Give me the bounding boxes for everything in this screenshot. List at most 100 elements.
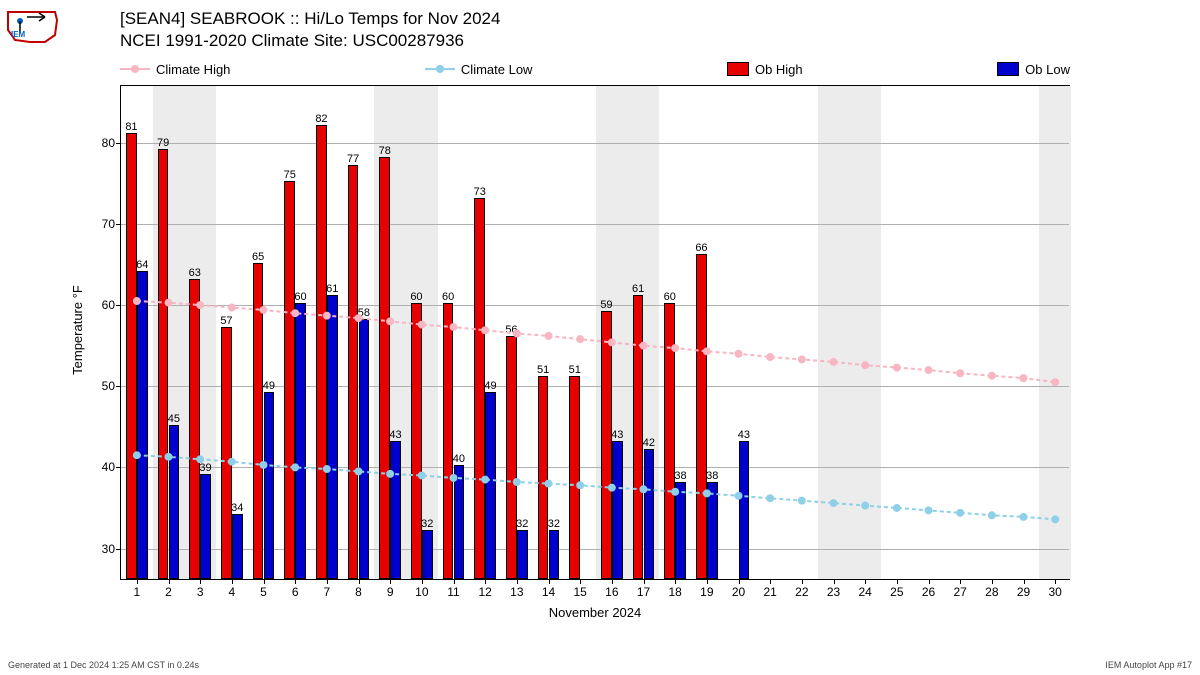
ob-high-bar bbox=[253, 263, 264, 579]
ob-high-bar bbox=[126, 133, 137, 579]
xtick-label: 29 bbox=[1017, 585, 1030, 599]
ob-low-label: 32 bbox=[548, 518, 560, 530]
legend-label: Ob High bbox=[755, 62, 803, 77]
ob-high-bar bbox=[696, 254, 707, 579]
xtick-label: 14 bbox=[542, 585, 555, 599]
xtick-mark bbox=[897, 579, 898, 584]
xtick-label: 26 bbox=[922, 585, 935, 599]
ytick-label: 30 bbox=[102, 542, 115, 556]
xtick-mark bbox=[359, 579, 360, 584]
ob-low-label: 58 bbox=[358, 307, 370, 319]
ob-low-label: 49 bbox=[484, 380, 496, 392]
xtick-label: 11 bbox=[447, 585, 459, 599]
xtick-label: 19 bbox=[700, 585, 713, 599]
ob-high-bar bbox=[348, 165, 359, 579]
legend-climate-low: Climate Low bbox=[425, 62, 533, 77]
legend-climate-high: Climate High bbox=[120, 62, 230, 77]
xtick-mark bbox=[707, 579, 708, 584]
ob-low-bar bbox=[707, 482, 718, 579]
xtick-mark bbox=[802, 579, 803, 584]
xtick-mark bbox=[264, 579, 265, 584]
ob-low-label: 49 bbox=[263, 380, 275, 392]
ob-low-label: 43 bbox=[738, 429, 750, 441]
xtick-mark bbox=[580, 579, 581, 584]
ob-high-label: 73 bbox=[474, 186, 486, 198]
ob-high-label: 61 bbox=[632, 283, 644, 295]
ob-low-label: 42 bbox=[643, 437, 655, 449]
xtick-label: 12 bbox=[478, 585, 491, 599]
ytick-label: 50 bbox=[102, 379, 115, 393]
y-axis-label: Temperature °F bbox=[70, 285, 85, 375]
xtick-mark bbox=[612, 579, 613, 584]
xtick-label: 24 bbox=[858, 585, 871, 599]
ob-high-label: 75 bbox=[284, 169, 296, 181]
xtick-label: 3 bbox=[197, 585, 204, 599]
xtick-mark bbox=[739, 579, 740, 584]
xtick-label: 28 bbox=[985, 585, 998, 599]
chart-titles: [SEAN4] SEABROOK :: Hi/Lo Temps for Nov … bbox=[120, 8, 500, 52]
ob-high-label: 56 bbox=[505, 324, 517, 336]
ob-high-bar bbox=[284, 181, 295, 579]
title-line-2: NCEI 1991-2020 Climate Site: USC00287936 bbox=[120, 30, 500, 52]
xtick-label: 7 bbox=[323, 585, 330, 599]
xtick-label: 15 bbox=[573, 585, 586, 599]
ytick-label: 80 bbox=[102, 136, 115, 150]
ob-high-bar bbox=[443, 303, 454, 579]
ob-high-bar bbox=[379, 157, 390, 579]
xtick-mark bbox=[200, 579, 201, 584]
xtick-mark bbox=[137, 579, 138, 584]
ob-high-label: 51 bbox=[569, 364, 581, 376]
xtick-mark bbox=[422, 579, 423, 584]
ob-low-label: 32 bbox=[421, 518, 433, 530]
ytick-label: 60 bbox=[102, 298, 115, 312]
xtick-label: 16 bbox=[605, 585, 618, 599]
gridline bbox=[121, 224, 1069, 225]
ob-high-bar bbox=[506, 336, 517, 579]
ob-high-label: 60 bbox=[664, 291, 676, 303]
xtick-mark bbox=[929, 579, 930, 584]
ytick-mark bbox=[116, 143, 121, 144]
xtick-label: 22 bbox=[795, 585, 808, 599]
ob-high-bar bbox=[221, 327, 232, 579]
ob-low-label: 43 bbox=[611, 429, 623, 441]
ob-low-label: 40 bbox=[453, 453, 465, 465]
xtick-label: 18 bbox=[668, 585, 681, 599]
ob-low-bar bbox=[612, 441, 623, 579]
ob-low-bar bbox=[422, 530, 433, 579]
ob-high-bar bbox=[316, 125, 327, 579]
xtick-mark bbox=[169, 579, 170, 584]
ob-high-label: 78 bbox=[379, 145, 391, 157]
legend-label: Climate Low bbox=[461, 62, 533, 77]
weekend-band bbox=[849, 86, 881, 579]
ob-high-label: 60 bbox=[410, 291, 422, 303]
ob-high-label: 59 bbox=[600, 299, 612, 311]
ob-low-bar bbox=[232, 514, 243, 579]
ob-high-bar bbox=[189, 279, 200, 579]
ytick-mark bbox=[116, 305, 121, 306]
ob-low-bar bbox=[644, 449, 655, 579]
xtick-label: 9 bbox=[387, 585, 394, 599]
xtick-mark bbox=[770, 579, 771, 584]
ob-high-bar bbox=[538, 376, 549, 579]
ytick-mark bbox=[116, 467, 121, 468]
ob-high-label: 82 bbox=[315, 113, 327, 125]
ob-high-label: 60 bbox=[442, 291, 454, 303]
ob-low-label: 38 bbox=[674, 470, 686, 482]
xtick-mark bbox=[960, 579, 961, 584]
x-axis-label: November 2024 bbox=[120, 605, 1070, 620]
ob-low-bar bbox=[295, 303, 306, 579]
ob-low-label: 39 bbox=[199, 462, 211, 474]
legend-ob-high: Ob High bbox=[727, 62, 803, 77]
ob-low-bar bbox=[264, 392, 275, 579]
ob-low-bar bbox=[200, 474, 211, 579]
legend-label: Ob Low bbox=[1025, 62, 1070, 77]
ob-high-label: 77 bbox=[347, 153, 359, 165]
xtick-label: 27 bbox=[953, 585, 966, 599]
xtick-mark bbox=[644, 579, 645, 584]
ob-low-bar bbox=[739, 441, 750, 579]
ob-low-bar bbox=[359, 319, 370, 579]
ytick-label: 70 bbox=[102, 217, 115, 231]
chart-plot-area: 3040506070801234567891011121314151617181… bbox=[120, 85, 1070, 580]
ob-low-label: 60 bbox=[294, 291, 306, 303]
footer-generated: Generated at 1 Dec 2024 1:25 AM CST in 0… bbox=[8, 660, 199, 670]
